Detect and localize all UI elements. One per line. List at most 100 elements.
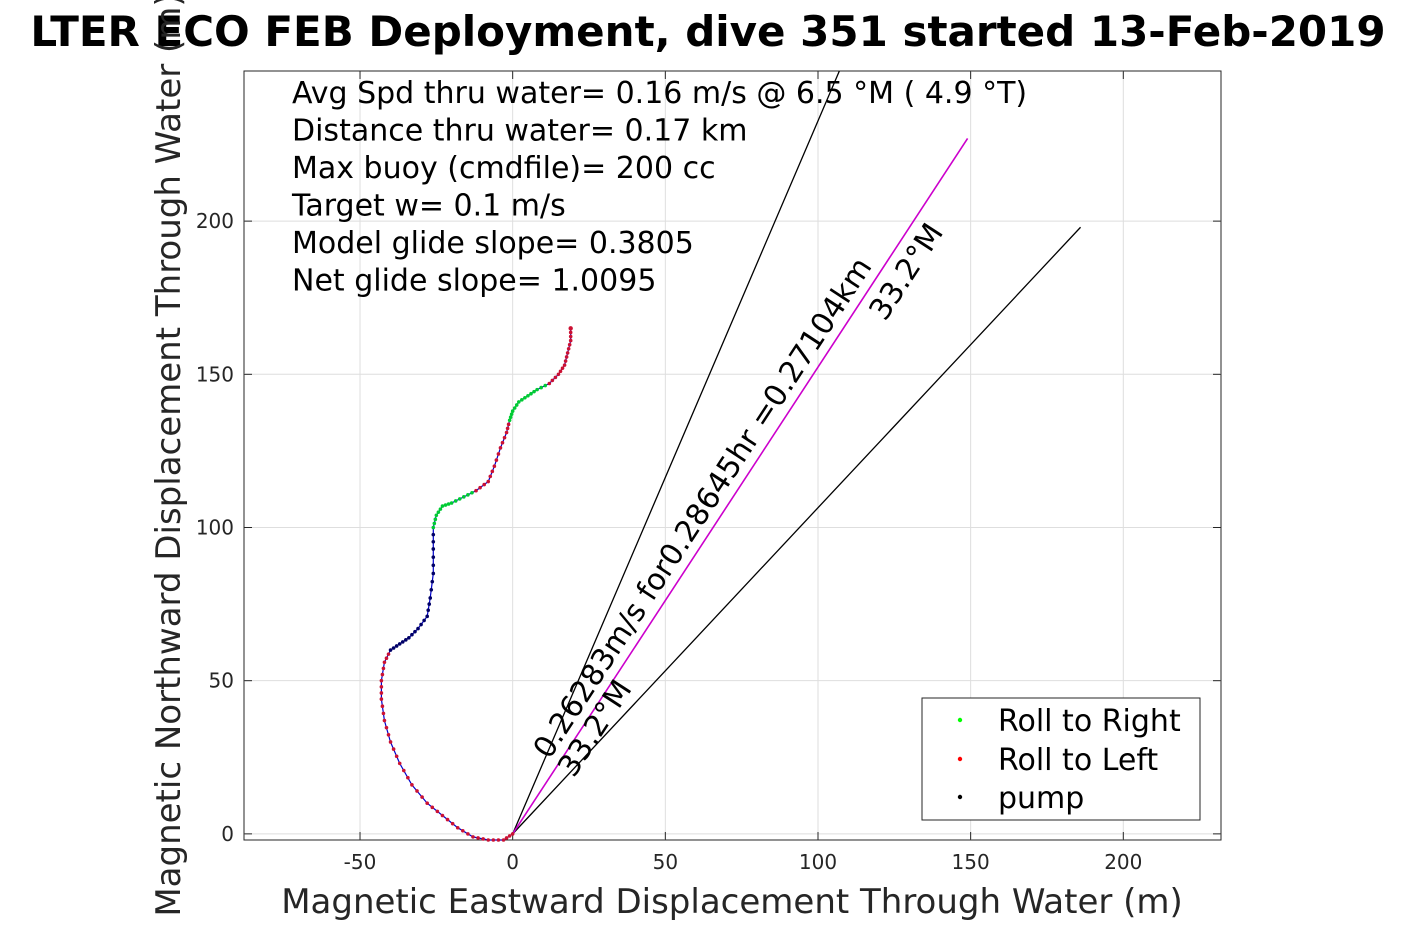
summary-line: Distance thru water= 0.17 km (292, 114, 747, 149)
track-point-roll-right (507, 418, 512, 423)
y-tick-label: 150 (196, 362, 234, 386)
track-point-roll-left (507, 834, 512, 838)
track-point-roll-left (498, 446, 503, 450)
track-point-pump (397, 642, 402, 646)
track-point-roll-left (564, 355, 569, 359)
x-axis-label: Magnetic Eastward Displacement Through W… (281, 882, 1183, 922)
track-point-pump (391, 646, 396, 650)
track-point-roll-left (556, 372, 561, 377)
legend-marker-roll-left (957, 756, 963, 762)
track-point-pump (404, 638, 408, 642)
y-tick-label: 100 (196, 515, 234, 539)
track-point-roll-left (501, 838, 506, 842)
tick-labels: -50 0 50 100 150 200 0 50 100 150 200 (196, 209, 1143, 874)
track-point-pump (407, 635, 411, 640)
track-point-roll-left (420, 795, 424, 799)
track-point-roll-right (510, 409, 515, 413)
track-point-roll-left (381, 711, 386, 716)
track-point-pump (400, 640, 405, 644)
track-point-roll-left (384, 656, 389, 661)
track-point-roll-left (461, 829, 465, 833)
track-point-roll-left (450, 821, 455, 826)
track-point-pump (422, 618, 426, 623)
y-tick-label: 50 (209, 669, 234, 693)
track-point-pump (431, 555, 436, 559)
track-point-roll-left (410, 783, 414, 787)
line-heading (512, 137, 969, 835)
track-point-pump (431, 539, 436, 544)
track-point-roll-left (568, 338, 573, 343)
track-point-roll-right (535, 387, 539, 392)
summary-line: Max buoy (cmdfile)= 200 cc (292, 151, 716, 186)
track-point-roll-right (436, 510, 441, 514)
track-point-roll-left (568, 330, 573, 335)
track-point-roll-left (382, 718, 387, 723)
track-point-pump (428, 596, 433, 600)
line-cone_right (512, 226, 1082, 835)
track-point-roll-right (512, 406, 517, 410)
track-point-roll-left (488, 474, 493, 479)
track-point-roll-left (506, 422, 511, 427)
track-point-roll-left (505, 426, 510, 431)
track-point-roll-left (481, 837, 485, 841)
track-point-pump (427, 602, 432, 606)
track-point-roll-left (406, 775, 410, 780)
track-point-roll-left (500, 440, 505, 445)
dive-summary-text: Avg Spd thru water= 0.16 m/s @ 6.5 °M ( … (291, 76, 1027, 299)
track-point-roll-right (438, 507, 443, 511)
track-point-roll-left (388, 740, 393, 744)
track-point-pump (388, 648, 393, 652)
track-point-pump (429, 587, 434, 592)
heading-cone (512, 70, 1082, 835)
track-point-roll-right (509, 412, 514, 416)
summary-line: Target w= 0.1 m/s (291, 189, 566, 224)
track-point-roll-right (433, 517, 438, 522)
track-point-roll-left (397, 761, 402, 766)
track-point-roll-left (494, 458, 499, 462)
axis-ticks (244, 71, 1221, 840)
track-point-roll-left (510, 832, 515, 836)
track-point-roll-left (568, 334, 573, 339)
track-point-roll-left (562, 363, 567, 367)
track-point-roll-left (566, 346, 571, 351)
track-point-pump (416, 626, 420, 631)
track-point-pump (426, 608, 431, 613)
track-point-roll-left (380, 704, 385, 709)
track-point-roll-left (560, 366, 565, 370)
track-point-roll-left (486, 838, 491, 842)
track-point-roll-left (391, 747, 396, 751)
track-point-roll-left (384, 725, 389, 730)
track-point-roll-left (415, 789, 419, 793)
legend-marker-roll-right (957, 717, 963, 723)
track-point-roll-left (476, 836, 480, 840)
track-point-roll-right (457, 497, 462, 501)
x-tick-label: 150 (952, 850, 990, 874)
track-point-roll-right (466, 493, 470, 497)
track-point-pump (431, 532, 436, 537)
track-point-roll-left (379, 691, 384, 695)
track-point-pump (419, 622, 423, 627)
track-point-roll-right (446, 502, 451, 506)
track-point-roll-left (474, 488, 478, 493)
track-point-roll-left (496, 838, 501, 842)
y-tick-label: 0 (221, 822, 234, 846)
track-point-pump (410, 632, 414, 637)
track-point-pump (431, 571, 436, 576)
track-point-roll-left (379, 678, 384, 683)
legend-label-pump: pump (998, 781, 1084, 816)
track-point-roll-left (445, 817, 450, 822)
track-point-roll-left (491, 838, 496, 842)
track-point-roll-left (425, 801, 429, 806)
track-point-roll-right (440, 504, 445, 508)
track-point-pump (394, 644, 399, 648)
x-tick-label: 50 (653, 850, 678, 874)
track-point-roll-left (382, 660, 387, 665)
track-point-roll-left (563, 359, 568, 363)
x-tick-label: 200 (1104, 850, 1142, 874)
track-point-roll-right (449, 501, 454, 505)
track-point-roll-right (516, 400, 521, 404)
track-point-roll-right (520, 398, 524, 402)
track-point-roll-left (553, 375, 558, 380)
chart-title: LTER ECO FEB Deployment, dive 351 starte… (30, 7, 1385, 56)
